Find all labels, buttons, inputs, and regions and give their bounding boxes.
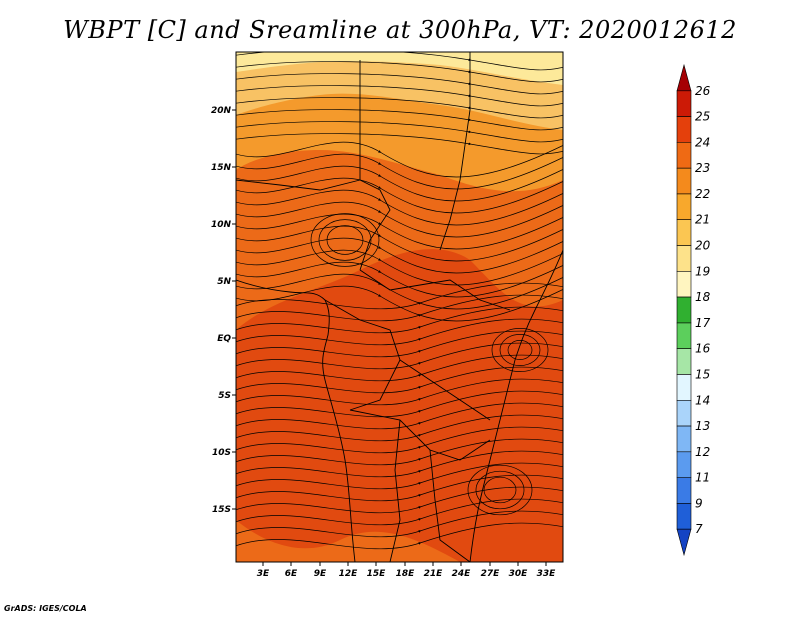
colorbar-level-label: 17: [695, 316, 711, 330]
map-frame: [235, 51, 564, 563]
border-6: [399, 359, 491, 421]
streamline-vortex: [499, 334, 541, 366]
colorbar-segment: [676, 219, 692, 246]
lat-label: 5S: [218, 391, 231, 401]
longitude-axis: 3E 6E 9E 12E 15E 18E 21E 24E 27E 30E 33E: [257, 562, 556, 579]
lon-label: 9E: [314, 569, 327, 579]
lon-label: 21E: [424, 569, 444, 579]
streamline-vortex: [475, 470, 525, 510]
colorbar-segment: [676, 374, 692, 401]
lon-label: 3E: [257, 569, 270, 579]
lat-label: 20N: [211, 106, 232, 116]
colorbar: 26 25 24 23 22 21 20 19 18 17 16 15 14 13 12 11 9 7: [676, 63, 711, 557]
streamline-vortex: [326, 225, 364, 255]
colorbar-segment: [676, 477, 692, 504]
colorbar-level-label: 11: [695, 471, 710, 485]
lon-label: 15E: [367, 569, 387, 579]
streamline: [236, 522, 563, 550]
colorbar-segment: [676, 90, 692, 117]
colorbar-segment: [676, 142, 692, 169]
border-3: [236, 179, 361, 191]
colorbar-level-label: 15: [695, 367, 710, 381]
colorbar-level-label: 26: [695, 84, 711, 98]
streamline: [236, 85, 563, 107]
border-2: [439, 52, 471, 251]
colorbar-level-label: 23: [695, 161, 710, 175]
lat-label: 10S: [212, 448, 231, 458]
colorbar-segment: [676, 348, 692, 375]
colorbar-segment: [676, 167, 692, 195]
streamline: [236, 61, 563, 83]
colorbar-level-label: 13: [695, 419, 710, 433]
colorbar-level-label: 24: [695, 135, 710, 149]
lat-label: 15S: [212, 505, 231, 515]
lon-label: 18E: [396, 569, 416, 579]
colorbar-level-label: 14: [695, 393, 710, 407]
lon-label: 24E: [452, 569, 472, 579]
credit-label: GrADS: IGES/COLA: [4, 604, 87, 613]
colorbar-level-label: 19: [695, 264, 710, 278]
colorbar-segments: [676, 63, 692, 557]
lat-label: 15N: [211, 163, 232, 173]
streamline-vortex: [491, 328, 549, 372]
streamline: [236, 109, 563, 131]
colorbar-level-label: 7: [695, 522, 703, 536]
streamline-vortex: [507, 340, 533, 360]
latitude-axis: 20N 15N 10N 5N EQ 5S 10S 15S: [211, 106, 236, 515]
colorbar-level-label: 22: [695, 187, 710, 201]
streamlines: [236, 52, 563, 550]
colorbar-segment: [676, 245, 692, 272]
country-borders: [236, 52, 563, 562]
coastline-west: [236, 279, 356, 562]
colorbar-level-label: 20: [695, 239, 711, 253]
border-5: [324, 299, 401, 411]
lat-label: 5N: [217, 277, 231, 287]
wbpt-field: [236, 52, 563, 562]
colorbar-segment: [676, 322, 692, 349]
border-9: [389, 419, 401, 562]
colorbar-labels: 26 25 24 23 22 21 20 19 18 17 16 15 14 13 12 11 9 7: [695, 84, 711, 536]
colorbar-segment: [676, 399, 692, 427]
lat-label: EQ: [217, 334, 231, 344]
colorbar-level-label: 25: [695, 110, 710, 124]
colorbar-segment: [676, 425, 692, 453]
colorbar-level-label: 12: [695, 445, 710, 459]
border-1: [359, 60, 391, 271]
lon-label: 30E: [509, 569, 529, 579]
coastline-east: [469, 249, 563, 562]
colorbar-level-label: 18: [695, 290, 711, 304]
lon-label: 33E: [537, 569, 557, 579]
lon-label: 12E: [339, 569, 359, 579]
streamline-vortex: [483, 476, 517, 504]
colorbar-level-label: 16: [695, 342, 711, 356]
colorbar-segment: [676, 528, 692, 557]
colorbar-segment: [676, 451, 692, 478]
streamline-vortex: [310, 213, 380, 267]
streamline: [236, 73, 563, 95]
lon-label: 27E: [481, 569, 501, 579]
colorbar-level-label: 21: [695, 213, 710, 227]
streamline: [236, 97, 563, 119]
lon-label: 6E: [285, 569, 298, 579]
streamline-vortex: [318, 219, 372, 261]
streamline: [236, 52, 563, 71]
lat-label: 10N: [211, 220, 232, 230]
colorbar-segment: [676, 193, 692, 221]
page-title: WBPT [C] and Sreamline at 300hPa, VT: 20…: [63, 16, 737, 44]
colorbar-segment: [676, 271, 692, 298]
border-4: [359, 269, 511, 311]
border-8: [429, 449, 471, 562]
colorbar-segment: [676, 503, 692, 530]
colorbar-level-label: 9: [695, 496, 703, 510]
colorbar-segment: [676, 296, 692, 324]
streamline-vortex: [467, 464, 533, 516]
colorbar-segment: [676, 116, 692, 143]
colorbar-segment: [676, 63, 692, 92]
